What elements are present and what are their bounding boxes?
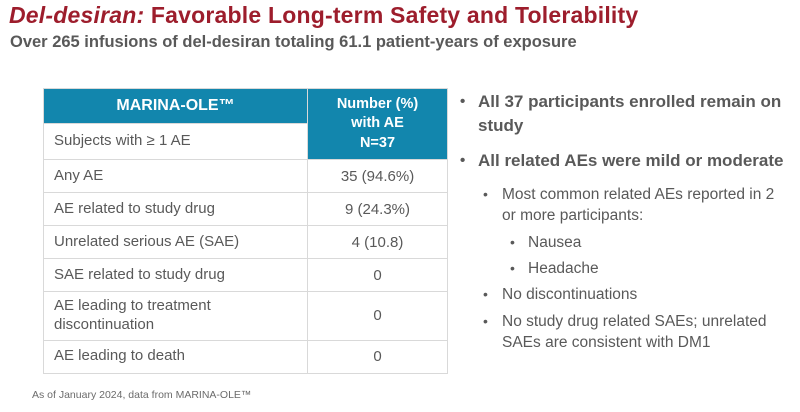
bullet-list-level3: Nausea Headache: [452, 232, 790, 279]
row-label: Unrelated serious AE (SAE): [43, 225, 308, 259]
row-value: 0: [307, 339, 448, 374]
drug-name: Del-desiran:: [9, 2, 145, 28]
row-label: AE leading to death: [43, 339, 308, 374]
row-label: AE related to study drug: [43, 192, 308, 226]
bullet-saes: No study drug related SAEs; unrelated SA…: [452, 311, 790, 353]
bullet-enrollment: All 37 participants enrolled remain on s…: [452, 90, 790, 138]
bullet-severity: All related AEs were mild or moderate: [452, 149, 790, 173]
row-label: Subjects with ≥ 1 AE: [43, 123, 308, 160]
footnote: As of January 2024, data from MARINA-OLE…: [32, 389, 252, 401]
table-row: Any AE 35 (94.6%): [43, 159, 448, 193]
bullet-list-level2: Most common related AEs reported in 2 or…: [452, 184, 790, 226]
row-value: 0: [307, 291, 448, 341]
row-value: 4 (10.8): [307, 225, 448, 259]
bullet-list-level2b: No discontinuations No study drug relate…: [452, 284, 790, 353]
row-label: Any AE: [43, 159, 308, 193]
bullet-headache: Headache: [452, 258, 790, 279]
page-title: Del-desiran: Favorable Long-term Safety …: [9, 2, 638, 29]
row-value: 9 (24.3%): [307, 192, 448, 226]
ae-summary-table-container: MARINA-OLE™ Number (%) with AE N=37 Subj…: [43, 88, 448, 374]
slide-subtitle: Over 265 infusions of del-desiran totali…: [10, 33, 577, 51]
title-rest: Favorable Long-term Safety and Tolerabil…: [144, 2, 639, 28]
bullet-list-level1: All 37 participants enrolled remain on s…: [452, 90, 790, 173]
row-value: 0: [307, 258, 448, 292]
table-row: Subjects with ≥ 1 AE: [43, 123, 448, 160]
table-row: AE leading to treatment discontinuation …: [43, 291, 448, 341]
table-row: SAE related to study drug 0: [43, 258, 448, 292]
table-row: AE leading to death 0: [43, 339, 448, 374]
table-row: Unrelated serious AE (SAE) 4 (10.8): [43, 225, 448, 259]
bullet-nausea: Nausea: [452, 232, 790, 253]
table-row: AE related to study drug 9 (24.3%): [43, 192, 448, 226]
row-label: AE leading to treatment discontinuation: [43, 291, 308, 341]
row-value: 35 (94.6%): [307, 159, 448, 193]
bullet-common-aes: Most common related AEs reported in 2 or…: [452, 184, 790, 226]
study-name-header: MARINA-OLE™: [43, 88, 308, 124]
value-column-header: Number (%) with AE N=37: [307, 88, 448, 160]
table-header-row: MARINA-OLE™ Number (%) with AE N=37: [43, 88, 448, 160]
ae-summary-table: MARINA-OLE™ Number (%) with AE N=37 Subj…: [43, 88, 448, 374]
bullet-discontinuations: No discontinuations: [452, 284, 790, 305]
key-points: All 37 participants enrolled remain on s…: [452, 90, 790, 359]
row-label: SAE related to study drug: [43, 258, 308, 292]
